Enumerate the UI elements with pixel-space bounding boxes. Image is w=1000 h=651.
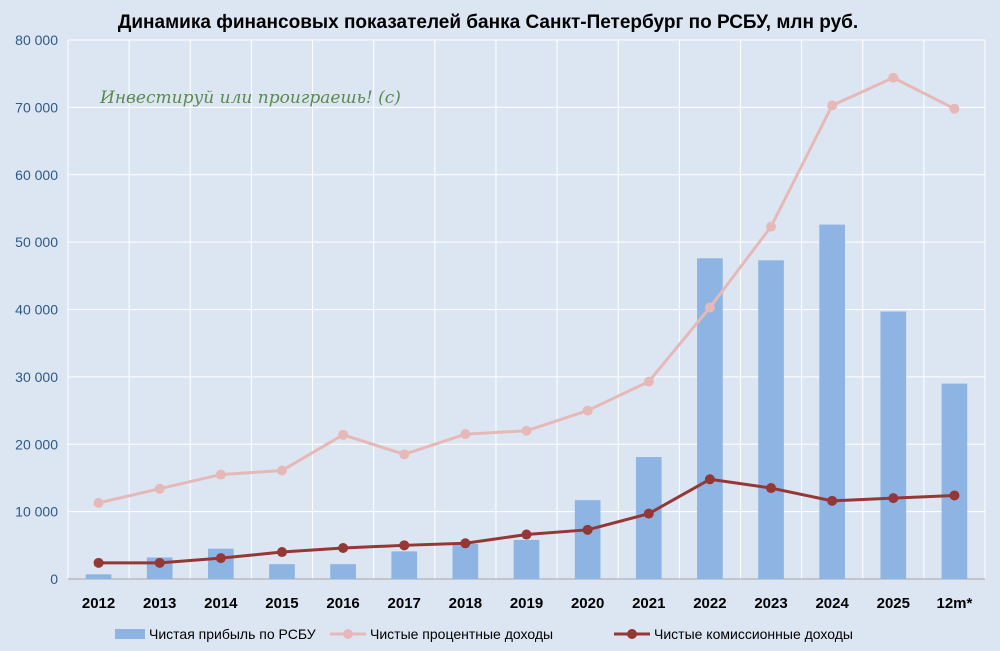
bar-2024 (819, 224, 846, 580)
x-axis-ticks: 2012 2013 2014 2015 2016 2017 2018 2019 2020 2021… (82, 595, 973, 612)
series-1-point-2023 (766, 221, 777, 232)
series-1-point-2013 (154, 483, 165, 494)
x-tick-label: 2013 (143, 595, 176, 612)
x-tick-label: 2012 (82, 595, 115, 612)
x-tick-label: 2014 (204, 595, 238, 612)
series-2-point-2024 (827, 495, 838, 506)
x-tick-label: 2025 (877, 595, 910, 612)
x-tick-label: 2016 (326, 595, 359, 612)
bar-2017 (391, 551, 418, 579)
legend-item-0: Чистая прибыль по РСБУ (115, 626, 316, 642)
y-tick-label: 40 000 (15, 302, 58, 318)
bar-12m* (941, 383, 968, 579)
x-tick-label: 2023 (754, 595, 787, 612)
legend-label: Чистая прибыль по РСБУ (149, 626, 316, 642)
legend: Чистая прибыль по РСБУ Чистые процентные … (115, 626, 853, 642)
gridlines (67, 39, 986, 580)
series-2-point-2022 (704, 474, 715, 485)
bar-2018 (452, 543, 479, 579)
x-tick-label: 2020 (571, 595, 604, 612)
legend-marker (627, 629, 637, 639)
y-tick-label: 0 (50, 571, 58, 587)
series-1-point-2020 (582, 405, 593, 416)
x-tick-label: 2015 (265, 595, 298, 612)
y-tick-label: 70 000 (15, 99, 58, 115)
series-1-point-2022 (704, 302, 715, 313)
bar-2012 (85, 574, 112, 579)
bar-2019 (513, 539, 540, 579)
series-2-point-2025 (888, 493, 899, 504)
series-2-point-2020 (582, 524, 593, 535)
series-2-point-2023 (766, 483, 777, 494)
series-2-point-12m* (949, 490, 960, 501)
series-1-point-2021 (643, 376, 654, 387)
bar-2020 (574, 500, 601, 579)
x-tick-label: 2017 (388, 595, 421, 612)
legend-item-1: Чистые процентные доходы (330, 626, 553, 642)
series-1-point-2018 (460, 429, 471, 440)
y-tick-label: 10 000 (15, 504, 58, 520)
x-tick-label: 2021 (632, 595, 665, 612)
series-2-point-2017 (399, 540, 410, 551)
series-1-point-2014 (215, 469, 226, 480)
chart-title: Динамика финансовых показателей банка Са… (118, 12, 858, 33)
series-2-point-2014 (215, 553, 226, 564)
x-tick-label: 12m* (937, 595, 973, 612)
bar-2025 (880, 311, 907, 579)
series-2-point-2021 (643, 508, 654, 519)
x-tick-label: 2024 (815, 595, 849, 612)
series-1-point-2024 (827, 100, 838, 111)
bar-2016 (330, 564, 356, 579)
legend-item-2: Чистые комиссионные доходы (614, 626, 853, 642)
series-1-point-2017 (399, 449, 410, 460)
x-tick-label: 2019 (510, 595, 543, 612)
legend-label: Чистые комиссионные доходы (654, 626, 853, 642)
annotation-text: Инвестируй или проиграешь! (с) (99, 88, 401, 108)
series-1-point-2019 (521, 425, 532, 436)
y-tick-label: 80 000 (15, 32, 58, 48)
series-2-point-2016 (338, 543, 349, 554)
y-tick-label: 30 000 (15, 369, 58, 385)
series-1-point-2012 (93, 497, 104, 508)
legend-swatch (115, 629, 145, 639)
series-2-point-2018 (460, 538, 471, 549)
legend-label: Чистые процентные доходы (370, 626, 553, 642)
bar-2015 (269, 564, 295, 579)
series-2-point-2019 (521, 529, 532, 540)
series-2-point-2015 (276, 547, 287, 558)
bar-series (85, 224, 968, 580)
series-1-point-12m* (949, 103, 960, 114)
y-tick-label: 60 000 (15, 167, 58, 183)
y-tick-label: 20 000 (15, 436, 58, 452)
series-1-point-2025 (888, 72, 899, 83)
series-2-point-2012 (93, 557, 104, 568)
bar-2023 (758, 260, 784, 579)
y-tick-label: 50 000 (15, 234, 58, 250)
line-series (93, 72, 960, 568)
series-1-point-2016 (338, 429, 349, 440)
x-tick-label: 2022 (693, 595, 726, 612)
series-1-point-2015 (276, 465, 287, 476)
series-2-point-2013 (154, 557, 165, 568)
x-tick-label: 2018 (449, 595, 482, 612)
legend-marker (343, 629, 353, 639)
y-axis-ticks: 0 10 000 20 000 30 000 40 000 50 000 60 000 70 … (15, 32, 58, 587)
